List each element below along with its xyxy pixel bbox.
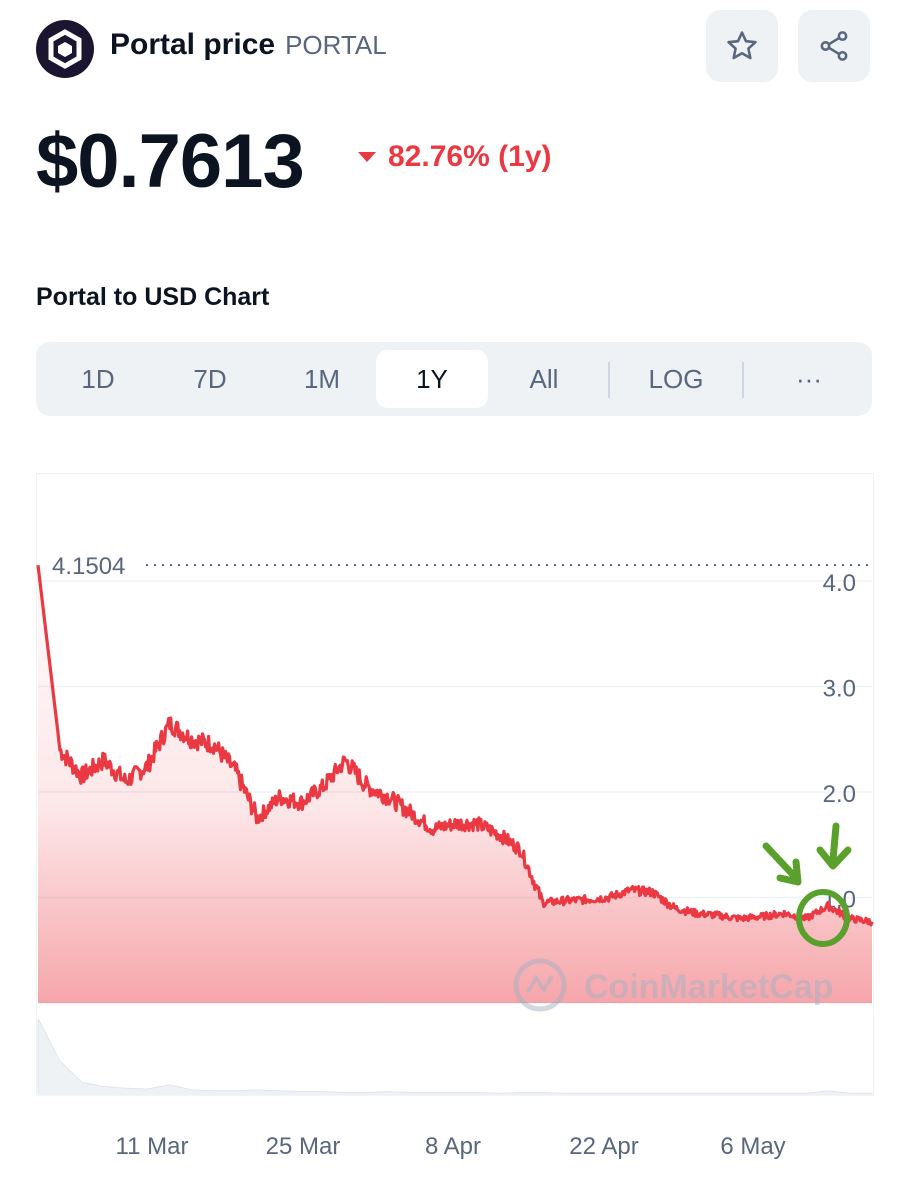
watermark-text: CoinMarketCap <box>584 968 833 1006</box>
range-tab-1d[interactable]: 1D <box>81 364 115 394</box>
x-tick-label: 8 Apr <box>425 1133 481 1160</box>
x-tick-label: 22 Apr <box>569 1133 638 1160</box>
coinmarketcap-logo-icon <box>513 958 567 1012</box>
coin-name: Portal price <box>110 28 276 61</box>
share-icon <box>820 31 848 61</box>
share-button[interactable] <box>798 10 870 82</box>
x-tick-label: 25 Mar <box>266 1133 341 1160</box>
range-tab-all[interactable]: All <box>529 364 559 394</box>
price-change-value: 82.76% (1y) <box>388 140 552 173</box>
range-tab-1y[interactable]: 1Y <box>376 350 488 408</box>
coin-ticker: PORTAL <box>285 30 387 60</box>
x-tick-label: 11 Mar <box>116 1133 189 1160</box>
arrow-icon <box>829 822 840 864</box>
log-scale-toggle[interactable]: LOG <box>648 364 704 394</box>
range-tab-7d[interactable]: 7D <box>193 364 227 394</box>
range-divider <box>742 362 744 398</box>
arrow-icon <box>776 858 802 886</box>
range-selector: 1D 7D 1M 1Y All LOG ··· <box>36 342 872 416</box>
more-options-button[interactable]: ··· <box>796 364 822 394</box>
watermark: CoinMarketCap <box>513 958 833 1012</box>
y-tick-label: 3.0 <box>823 676 856 703</box>
arrow-icon <box>762 842 800 882</box>
chart-title: Portal to USD Chart <box>36 283 270 311</box>
x-tick-label: 6 May <box>720 1133 785 1160</box>
coin-title: Portal price PORTAL <box>110 28 387 62</box>
y-tick-label: 4.0 <box>823 570 856 597</box>
arrow-icon <box>816 846 852 870</box>
price-change: 82.76% (1y) <box>358 140 551 174</box>
y-tick-label: 2.0 <box>823 781 856 808</box>
caret-down-icon <box>358 152 376 162</box>
price-chart-frame <box>36 473 874 1096</box>
current-price: $0.7613 <box>36 119 305 204</box>
watchlist-star-button[interactable] <box>706 10 778 82</box>
max-price-label: 4.1504 <box>52 553 125 580</box>
price-line <box>36 565 874 927</box>
range-divider <box>608 362 610 398</box>
volume-area <box>37 1018 873 1096</box>
range-tab-1m[interactable]: 1M <box>303 364 341 394</box>
circle-highlight <box>796 889 850 947</box>
coinmarketcap-logo-icon <box>526 974 554 994</box>
price-area <box>38 565 872 1003</box>
portal-logo-icon <box>36 20 94 78</box>
star-icon <box>727 31 757 60</box>
